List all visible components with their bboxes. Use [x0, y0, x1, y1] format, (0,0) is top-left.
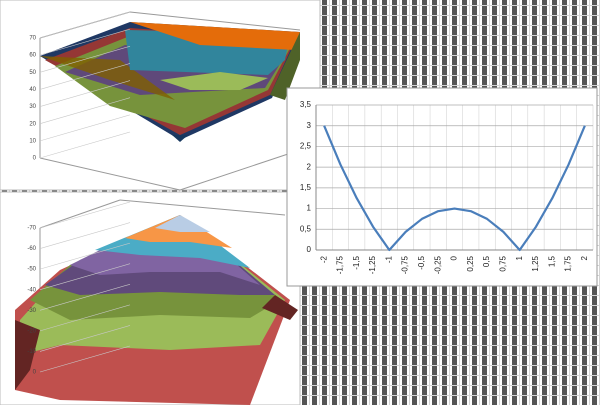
- y-tick-label: -70: [27, 226, 36, 232]
- y-tick-label: 40: [29, 87, 36, 93]
- y-tick-label: -40: [27, 287, 36, 293]
- grid-line: [39, 114, 131, 142]
- y-tick-label: 0: [33, 156, 37, 162]
- y-tick-label: 20: [29, 121, 36, 127]
- y-tick-label: -10: [27, 349, 36, 355]
- x-tick-label: 1,75: [564, 255, 573, 271]
- surface-plot: [39, 11, 301, 191]
- grid-line: [39, 63, 131, 90]
- grid-line: [39, 345, 131, 373]
- y-tick-label: 10: [29, 138, 36, 144]
- x-tick-label: -1,5: [352, 255, 361, 269]
- x-tick-label: -1: [384, 255, 393, 263]
- grid-line: [39, 242, 131, 270]
- surface-axis: 0 -10 -20 -30 -40 -50 -60 -70: [27, 201, 131, 376]
- grid-line: [39, 283, 131, 311]
- x-tick-label: 1: [515, 255, 524, 260]
- grid-line: [39, 201, 131, 229]
- y-tick-label: 60: [29, 53, 36, 59]
- line-series: [323, 125, 586, 252]
- y-tick-label: 70: [29, 36, 36, 42]
- y-tick-label: 50: [29, 70, 36, 76]
- grid-line: [39, 45, 131, 73]
- x-tick-label: 0: [450, 255, 459, 260]
- y-tick-label: 30: [29, 104, 36, 110]
- y-tick-label: -20: [27, 328, 36, 334]
- grid-line: [39, 28, 131, 56]
- y-tick-label: 3: [307, 121, 312, 130]
- y-tick-label: -30: [27, 308, 36, 314]
- surface-axis: 0 10 20 30 40 50 60 70: [29, 11, 131, 162]
- grid-line: [39, 222, 131, 249]
- grid-line: [39, 97, 131, 125]
- y-tick-label: 2: [307, 162, 312, 171]
- grid-line: [39, 263, 131, 291]
- grid-line: [39, 131, 131, 159]
- line-chart: 00,511,522,533,5-2 -1,75 -1,5 -1,25 -1 -0,75-…: [300, 100, 594, 274]
- y-tick-label: -60: [27, 246, 36, 252]
- y-tick-label: -50: [27, 267, 36, 273]
- x-tick-label: -0,75: [401, 255, 410, 274]
- y-tick-label: 0: [33, 370, 37, 376]
- x-tick-label: 0,75: [498, 255, 507, 271]
- grid-line: [39, 80, 131, 107]
- x-tick-label: 2: [580, 255, 589, 260]
- x-tick-label: 0,5: [482, 255, 491, 267]
- y-tick-label: 0: [307, 245, 312, 254]
- grid-line: [39, 304, 131, 332]
- chart-frame: [286, 87, 598, 287]
- grid-line: [39, 11, 131, 39]
- x-tick-label: -0,5: [417, 255, 426, 269]
- x-tick-label: 1,5: [547, 255, 556, 267]
- x-tick-label: -1,75: [336, 255, 345, 274]
- y-tick-label: 1: [307, 204, 312, 213]
- y-tick-label: 2,5: [300, 142, 312, 151]
- y-tick-label: 0,5: [300, 224, 312, 233]
- x-tick-label: -0,25: [433, 255, 442, 274]
- grid-line: [39, 325, 131, 352]
- y-tick-label: 3,5: [300, 100, 312, 109]
- y-tick-label: 1,5: [300, 183, 312, 192]
- x-tick-label: -1,25: [368, 255, 377, 274]
- x-tick-label: 0,25: [466, 255, 475, 271]
- x-tick-label: 1,25: [531, 255, 540, 271]
- x-tick-label: -2: [319, 255, 328, 263]
